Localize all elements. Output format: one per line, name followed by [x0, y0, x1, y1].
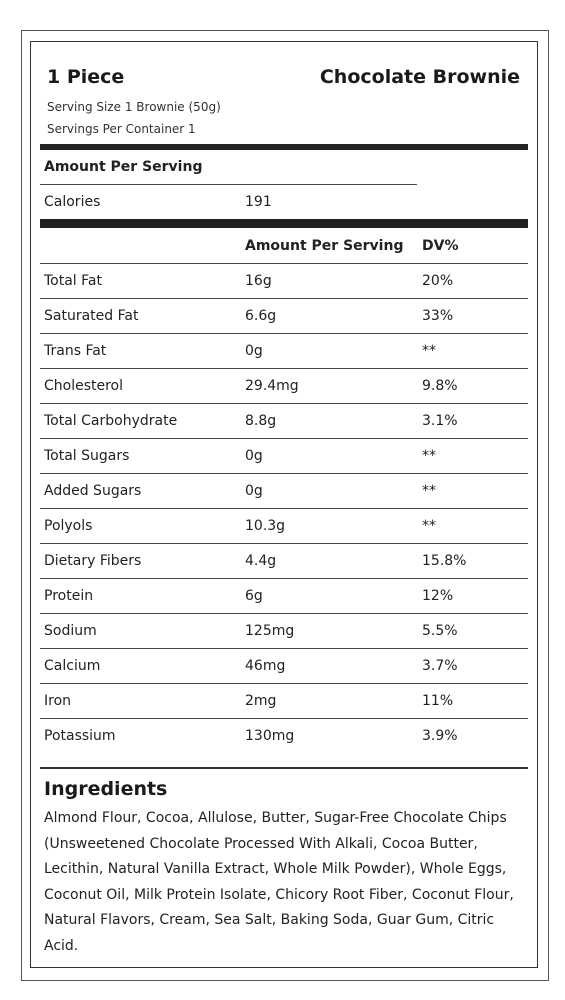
nutrient-dv: 12% — [422, 588, 454, 604]
table-divider — [40, 543, 528, 544]
table-divider — [40, 613, 528, 614]
table-divider — [40, 333, 528, 334]
nutrient-name: Protein — [44, 588, 94, 604]
nutrient-dv: 20% — [422, 273, 454, 289]
nutrient-dv: 9.8% — [422, 378, 458, 394]
piece-title: 1 Piece — [47, 66, 125, 88]
table-divider — [40, 578, 528, 579]
table-divider — [40, 438, 528, 439]
nutrient-amount: 16g — [245, 273, 272, 289]
nutrient-name: Saturated Fat — [44, 308, 139, 324]
nutrient-name: Total Fat — [44, 273, 102, 289]
nutrient-dv: 11% — [422, 693, 454, 709]
nutrient-amount: 10.3g — [245, 518, 286, 534]
nutrient-name: Cholesterol — [44, 378, 124, 394]
nutrient-amount: 8.8g — [245, 413, 277, 429]
nutrient-name: Polyols — [44, 518, 93, 534]
nutrient-name: Dietary Fibers — [44, 553, 142, 569]
label-outer-border — [21, 30, 549, 981]
nutrient-name: Potassium — [44, 728, 116, 744]
dv-column-header: DV% — [422, 238, 459, 254]
table-divider — [40, 473, 528, 474]
nutrient-amount: 46mg — [245, 658, 286, 674]
calories-value: 191 — [245, 194, 272, 210]
nutrient-amount: 6g — [245, 588, 263, 604]
nutrient-name: Added Sugars — [44, 483, 142, 499]
product-title: Chocolate Brownie — [319, 66, 520, 88]
table-divider — [40, 368, 528, 369]
servings-per-container: Servings Per Container 1 — [47, 122, 196, 136]
nutrient-amount: 6.6g — [245, 308, 277, 324]
thick-divider-calories — [40, 219, 528, 228]
nutrient-name: Trans Fat — [44, 343, 107, 359]
amount-column-header: Amount Per Serving — [245, 238, 404, 254]
table-divider — [40, 508, 528, 509]
nutrient-amount: 4.4g — [245, 553, 277, 569]
nutrient-amount: 130mg — [245, 728, 295, 744]
nutrient-amount: 2mg — [245, 693, 277, 709]
table-divider — [40, 718, 528, 719]
serving-size: Serving Size 1 Brownie (50g) — [47, 100, 221, 114]
nutrient-dv: ** — [422, 483, 436, 499]
nutrient-name: Calcium — [44, 658, 101, 674]
nutrient-dv: 3.9% — [422, 728, 458, 744]
nutrient-amount: 0g — [245, 483, 263, 499]
nutrient-name: Total Carbohydrate — [44, 413, 178, 429]
nutrient-dv: 15.8% — [422, 553, 467, 569]
amount-per-serving-heading: Amount Per Serving — [44, 159, 203, 175]
table-divider — [40, 683, 528, 684]
nutrient-amount: 0g — [245, 448, 263, 464]
nutrient-dv: 3.1% — [422, 413, 458, 429]
nutrient-amount: 29.4mg — [245, 378, 299, 394]
nutrient-amount: 125mg — [245, 623, 295, 639]
ingredients-title: Ingredients — [44, 778, 168, 800]
thick-divider-top — [40, 144, 528, 150]
ingredients-text: Almond Flour, Cocoa, Allulose, Butter, S… — [44, 810, 514, 954]
table-divider — [40, 298, 528, 299]
nutrient-dv: 5.5% — [422, 623, 458, 639]
divider-short — [40, 184, 417, 185]
nutrient-dv: ** — [422, 518, 436, 534]
nutrient-name: Total Sugars — [44, 448, 130, 464]
calories-label: Calories — [44, 194, 101, 210]
table-divider — [40, 403, 528, 404]
divider-bottom-thick — [40, 767, 528, 769]
nutrient-name: Iron — [44, 693, 72, 709]
nutrient-name: Sodium — [44, 623, 97, 639]
label-inner-border — [30, 41, 538, 968]
nutrient-dv: 33% — [422, 308, 454, 324]
table-divider — [40, 263, 528, 264]
nutrient-dv: ** — [422, 343, 436, 359]
nutrient-amount: 0g — [245, 343, 263, 359]
nutrient-dv: ** — [422, 448, 436, 464]
nutrient-dv: 3.7% — [422, 658, 458, 674]
table-divider — [40, 648, 528, 649]
